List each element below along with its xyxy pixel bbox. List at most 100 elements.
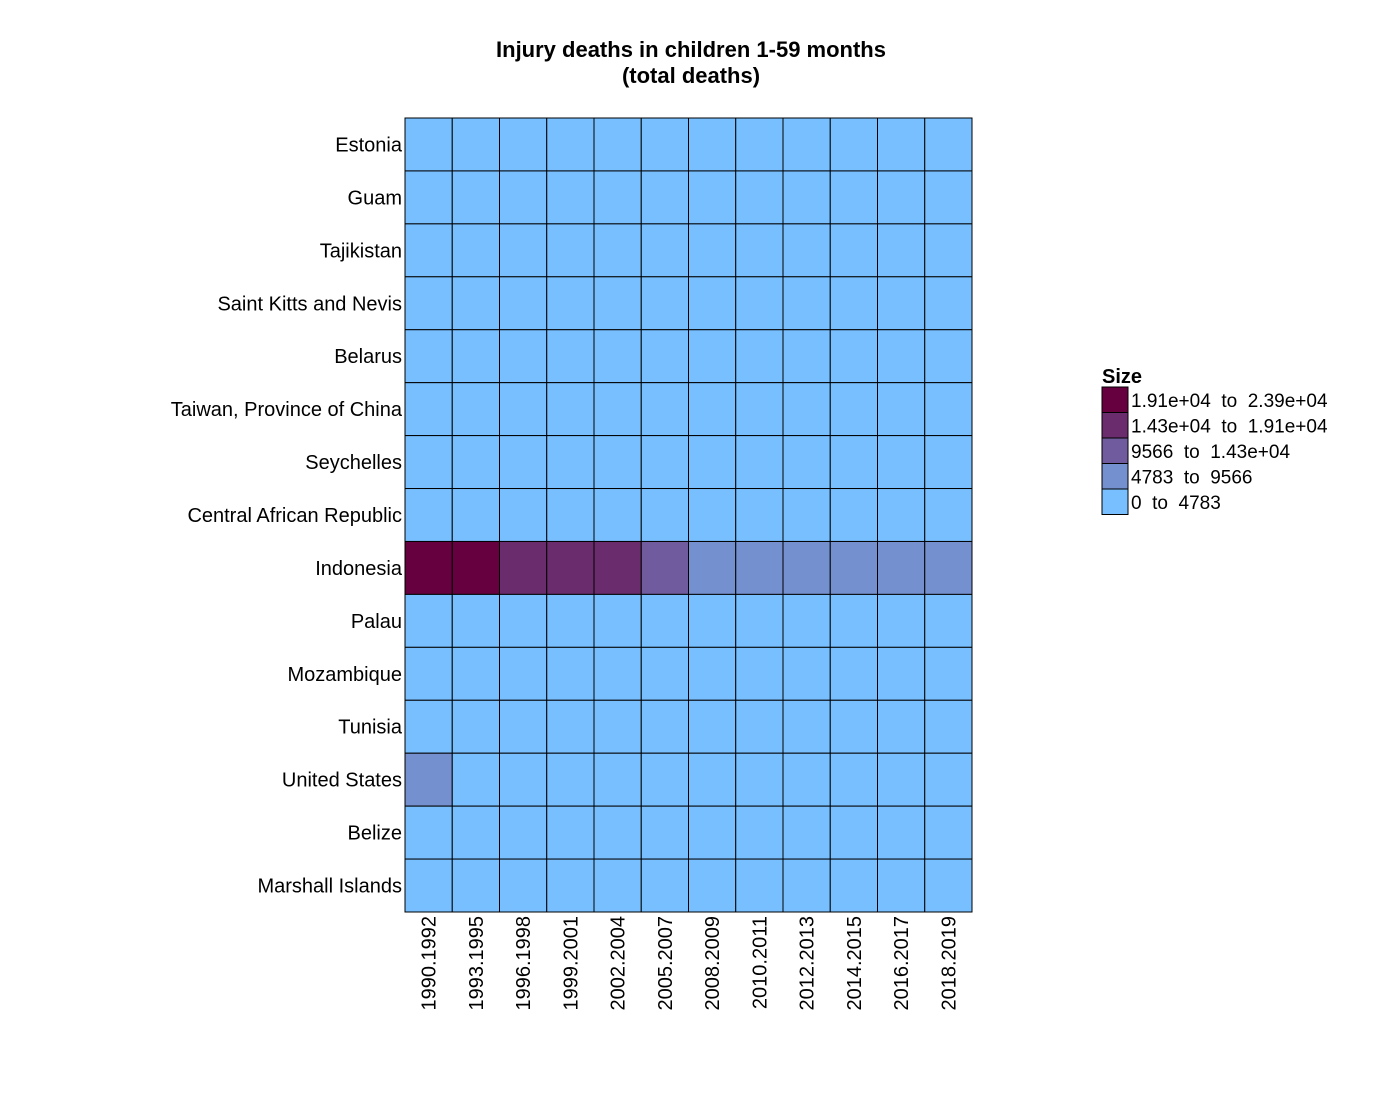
heatmap-cell bbox=[877, 276, 926, 331]
heatmap-cell bbox=[640, 329, 689, 384]
heatmap-cell bbox=[546, 382, 595, 437]
row-label: Marshall Islands bbox=[257, 876, 402, 898]
heatmap-cell bbox=[688, 540, 737, 595]
legend-label: 9566 to 1.43e+04 bbox=[1131, 442, 1290, 463]
heatmap-cell bbox=[877, 540, 926, 595]
heatmap-cell bbox=[688, 488, 737, 542]
heatmap-cell bbox=[924, 593, 973, 648]
heatmap-cell bbox=[593, 223, 642, 278]
heatmap-cell bbox=[499, 382, 548, 437]
heatmap-cell bbox=[640, 488, 689, 542]
heatmap-cell bbox=[829, 170, 878, 225]
heatmap-cell bbox=[829, 117, 878, 172]
heatmap-cell bbox=[546, 329, 595, 384]
heatmap-cell bbox=[593, 540, 642, 595]
heatmap-cell bbox=[877, 699, 926, 754]
heatmap-cell bbox=[829, 858, 878, 913]
heatmap-cell bbox=[782, 435, 831, 490]
heatmap-cell bbox=[499, 540, 548, 595]
heatmap-cell bbox=[546, 805, 595, 860]
heatmap-cell bbox=[829, 593, 878, 648]
heatmap-cell bbox=[688, 805, 737, 860]
heatmap-cell bbox=[499, 488, 548, 542]
heatmap-cell bbox=[877, 646, 926, 701]
row-label: Central African Republic bbox=[187, 505, 402, 527]
heatmap-cells bbox=[404, 117, 973, 913]
heatmap-cell bbox=[546, 117, 595, 172]
heatmap-cell bbox=[593, 382, 642, 437]
heatmap-cell bbox=[404, 646, 453, 701]
heatmap-cell bbox=[499, 329, 548, 384]
legend-label: 4783 to 9566 bbox=[1131, 467, 1253, 488]
row-label: Belarus bbox=[334, 346, 402, 368]
legend-swatch bbox=[1101, 488, 1129, 515]
heatmap-cell bbox=[640, 223, 689, 278]
heatmap-cell bbox=[924, 540, 973, 595]
heatmap-cell bbox=[546, 488, 595, 542]
row-label: Belize bbox=[348, 823, 402, 845]
heatmap-cell bbox=[593, 593, 642, 648]
heatmap-cell bbox=[640, 170, 689, 225]
heatmap-cell bbox=[404, 117, 453, 172]
heatmap-cell bbox=[735, 435, 784, 490]
heatmap-cell bbox=[593, 646, 642, 701]
heatmap-cell bbox=[829, 329, 878, 384]
heatmap-cell bbox=[877, 752, 926, 807]
row-label: Tajikistan bbox=[320, 240, 402, 262]
chart-title: Injury deaths in children 1-59 months bbox=[496, 37, 886, 62]
heatmap-cell bbox=[593, 752, 642, 807]
heatmap-cell bbox=[735, 170, 784, 225]
heatmap-cell bbox=[451, 488, 500, 542]
heatmap-cell bbox=[499, 170, 548, 225]
heatmap-cell bbox=[735, 276, 784, 331]
heatmap-cell bbox=[924, 382, 973, 437]
heatmap-cell bbox=[688, 858, 737, 913]
row-label: Seychelles bbox=[305, 452, 402, 474]
heatmap-cell bbox=[829, 752, 878, 807]
heatmap-cell bbox=[499, 858, 548, 913]
heatmap-cell bbox=[546, 646, 595, 701]
heatmap-cell bbox=[499, 223, 548, 278]
heatmap-cell bbox=[688, 435, 737, 490]
heatmap-cell bbox=[877, 382, 926, 437]
heatmap-cell bbox=[924, 805, 973, 860]
heatmap-cell bbox=[593, 805, 642, 860]
heatmap-cell bbox=[782, 170, 831, 225]
legend-label: 0 to 4783 bbox=[1131, 493, 1221, 514]
heatmap-cell bbox=[546, 276, 595, 331]
heatmap-cell bbox=[688, 646, 737, 701]
heatmap-cell bbox=[735, 593, 784, 648]
heatmap-cell bbox=[404, 488, 453, 542]
column-label: 1999.2001 bbox=[560, 916, 582, 1011]
heatmap-cell bbox=[640, 593, 689, 648]
row-label: Guam bbox=[348, 187, 402, 209]
column-label: 1993.1995 bbox=[466, 916, 488, 1011]
heatmap-cell bbox=[877, 329, 926, 384]
heatmap-cell bbox=[404, 170, 453, 225]
column-label: 1990.1992 bbox=[419, 916, 441, 1011]
heatmap-cell bbox=[735, 752, 784, 807]
column-label: 2010.2011 bbox=[749, 916, 771, 1009]
heatmap-cell bbox=[877, 223, 926, 278]
heatmap-cell bbox=[546, 540, 595, 595]
heatmap-cell bbox=[735, 646, 784, 701]
heatmap-cell bbox=[782, 117, 831, 172]
heatmap-cell bbox=[404, 329, 453, 384]
heatmap-cell bbox=[782, 329, 831, 384]
heatmap-cell bbox=[404, 223, 453, 278]
heatmap-cell bbox=[735, 329, 784, 384]
column-labels: 1990.1992 1993.1995 1996.1998 1999.2001 2002… bbox=[419, 916, 961, 1011]
heatmap-cell bbox=[451, 117, 500, 172]
heatmap-cell bbox=[924, 117, 973, 172]
heatmap-cell bbox=[451, 858, 500, 913]
heatmap-cell bbox=[782, 858, 831, 913]
heatmap-cell bbox=[782, 223, 831, 278]
heatmap-cell bbox=[688, 752, 737, 807]
column-label: 2005.2007 bbox=[655, 916, 677, 1011]
heatmap-cell bbox=[640, 699, 689, 754]
legend-swatch bbox=[1101, 412, 1129, 439]
heatmap-cell bbox=[451, 276, 500, 331]
row-label: Taiwan, Province of China bbox=[171, 399, 403, 421]
legend: Size 1.91e+04 to 2.39e+04 1.43e+04 to 1.9… bbox=[1101, 366, 1328, 515]
heatmap-cell bbox=[735, 382, 784, 437]
